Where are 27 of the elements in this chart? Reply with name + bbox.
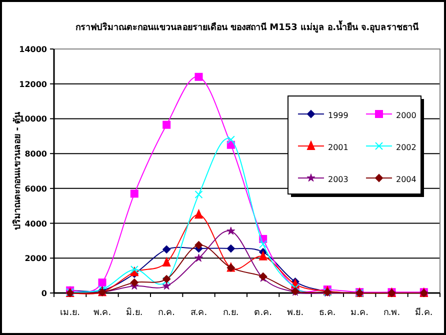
x-tick-label: เม.ย. xyxy=(60,308,80,318)
x-tick-label: ต.ค. xyxy=(254,308,272,318)
x-tick-label: ก.พ. xyxy=(383,308,400,318)
y-tick-label: 4000 xyxy=(24,219,48,228)
y-tick-label: 0 xyxy=(41,289,48,298)
x-tick-label: ม.ค. xyxy=(350,308,368,318)
legend-label: 2000 xyxy=(396,111,416,120)
x-tick-label: พ.ย. xyxy=(286,308,304,318)
x-tick-label: พ.ค. xyxy=(93,308,112,318)
chart-title: กราฟปริมาณตะกอนแขวนลอยรายเดือน ของสถานี M153 แม่มูล อ.น้ำยืน จ.อุบลราชธานี xyxy=(75,20,420,33)
y-tick-label: 12000 xyxy=(19,80,48,89)
x-tick-label: มี.ค. xyxy=(415,307,433,318)
legend-label: 2003 xyxy=(328,175,348,184)
x-tick-label: ส.ค. xyxy=(190,308,208,318)
x-tick-label: ก.ย. xyxy=(223,308,239,318)
legend-label: 2001 xyxy=(328,143,348,152)
x-tick-label: มิ.ย. xyxy=(126,307,143,318)
y-tick-label: 14000 xyxy=(19,45,48,54)
legend-label: 2004 xyxy=(396,175,416,184)
y-tick-label: 10000 xyxy=(19,114,48,124)
legend-label: 1999 xyxy=(328,111,348,120)
x-tick-label: ก.ค. xyxy=(158,308,175,318)
x-tick-label: ธ.ค. xyxy=(319,308,336,318)
legend-label: 2002 xyxy=(396,143,416,152)
y-tick-label: 8000 xyxy=(24,150,48,159)
y-tick-label: 2000 xyxy=(24,254,48,264)
y-tick-label: 6000 xyxy=(24,184,48,194)
